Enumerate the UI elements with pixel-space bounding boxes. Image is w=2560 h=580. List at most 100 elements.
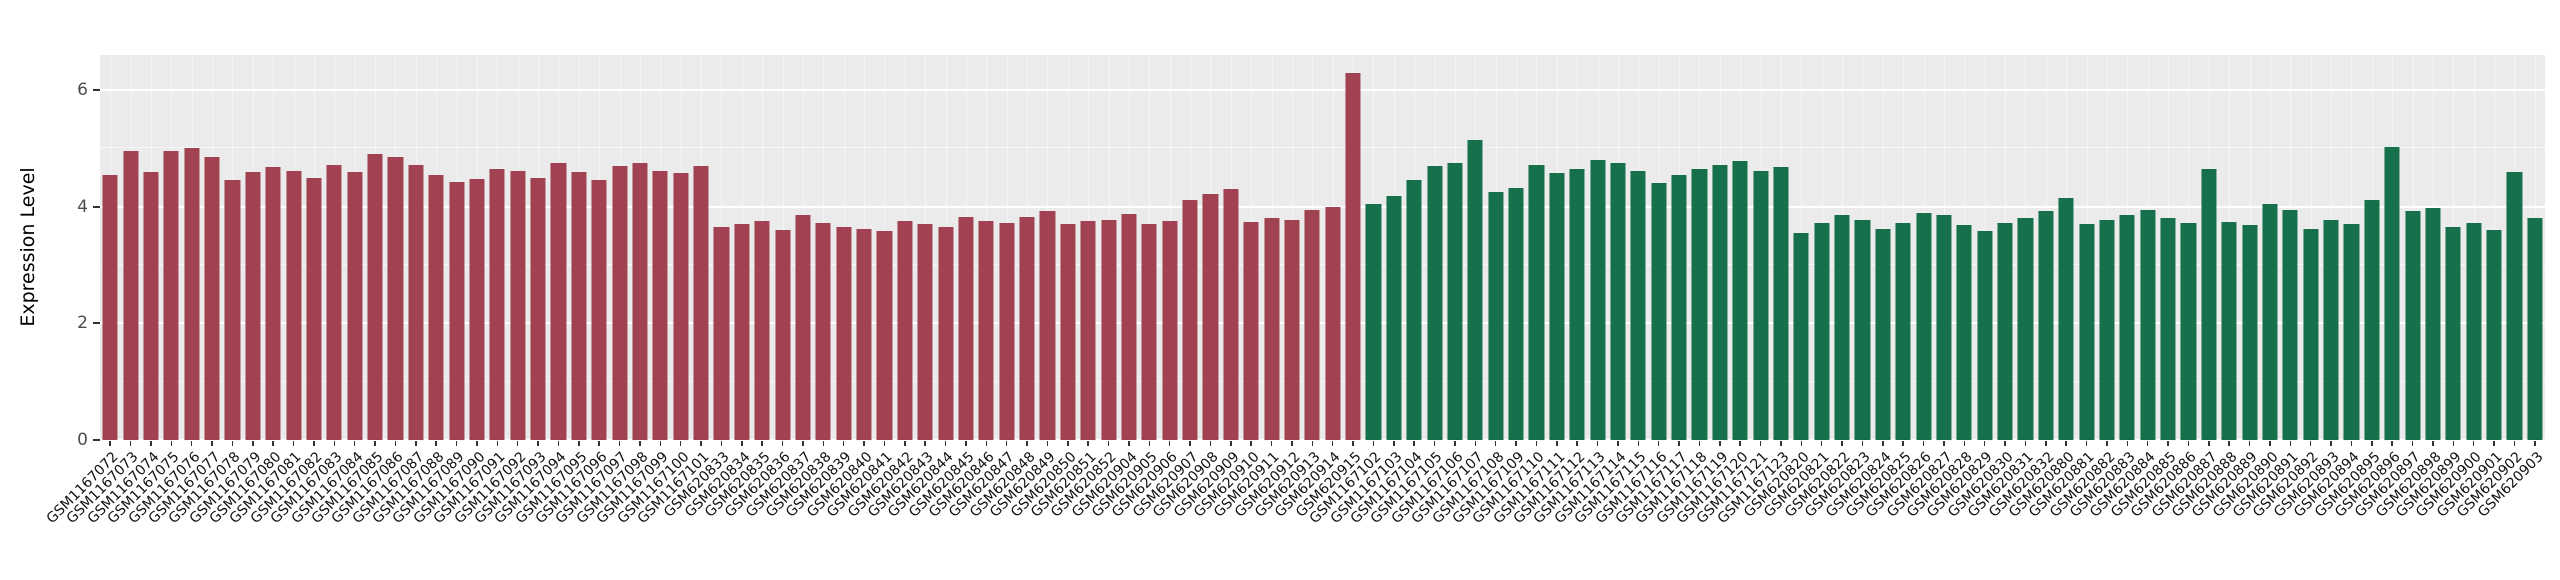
bar-slot [283, 55, 303, 440]
bar-slot [1689, 55, 1709, 440]
bar-GSM1167103 [1386, 196, 1402, 440]
x-tick-mark [1902, 440, 1904, 446]
x-tick-mark [353, 440, 356, 446]
x-tick-mark [394, 440, 397, 446]
x-tick-mark [1861, 440, 1864, 446]
bar-GSM620907 [1182, 199, 1198, 440]
x-tick-mark [2391, 440, 2393, 446]
x-tick-mark [272, 440, 274, 446]
bar-GSM620839 [836, 227, 852, 440]
bar-slot [1547, 55, 1567, 440]
bar-slot [1241, 55, 1261, 440]
bar-GSM1167101 [693, 165, 709, 440]
bar-GSM1167073 [123, 151, 139, 440]
bar-GSM1167108 [1488, 192, 1504, 440]
bar-slot [874, 55, 894, 440]
x-tick-mark [944, 440, 947, 446]
bar-slot [243, 55, 263, 440]
bar-GSM620914 [1325, 206, 1341, 440]
bar-slot [304, 55, 324, 440]
bar-GSM1167112 [1569, 168, 1585, 440]
x-tick-mark [1250, 440, 1252, 446]
x-tick-mark [150, 440, 152, 446]
x-tick-mark [1983, 440, 1986, 446]
x-tick-mark [1087, 440, 1089, 446]
bar-GSM620836 [775, 230, 791, 440]
bar-slot [2464, 55, 2484, 440]
bar-GSM620820 [1793, 232, 1809, 440]
x-tick-mark [1026, 440, 1028, 446]
bar-slot [2158, 55, 2178, 440]
x-tick-mark [2248, 440, 2251, 446]
bar-slot [2199, 55, 2219, 440]
x-tick-mark [1963, 440, 1966, 446]
bar-GSM620886 [2180, 223, 2196, 440]
x-tick-mark [1454, 440, 1456, 446]
bar-GSM1167118 [1691, 168, 1707, 440]
bar-slot [1486, 55, 1506, 440]
bar-GSM1167090 [469, 178, 485, 440]
bar-GSM620842 [897, 221, 913, 440]
x-tick-mark [557, 440, 560, 446]
bar-slot [732, 55, 752, 440]
x-tick-mark [455, 440, 458, 446]
x-tick-mark [231, 440, 234, 446]
bar-slot [1465, 55, 1485, 440]
bar-slot [1771, 55, 1791, 440]
bar-GSM620835 [754, 221, 770, 440]
x-tick-mark [1331, 440, 1334, 446]
bar-slot [1180, 55, 1200, 440]
bar-GSM620896 [2384, 147, 2400, 440]
bar-slot [1954, 55, 1974, 440]
bar-slot [2402, 55, 2422, 440]
bar-slot [2301, 55, 2321, 440]
bar-GSM1167089 [449, 182, 465, 440]
bar-GSM1167096 [591, 180, 607, 440]
bar-slot [2423, 55, 2443, 440]
x-tick-mark [741, 440, 743, 446]
x-tick-mark [1882, 440, 1884, 446]
x-tick-mark [2106, 440, 2108, 446]
x-tick-mark [985, 440, 988, 446]
x-tick-mark [679, 440, 682, 446]
bar-slot [813, 55, 833, 440]
bar-slot [2138, 55, 2158, 440]
bar-GSM1167100 [673, 172, 689, 440]
bar-GSM620849 [1039, 211, 1055, 440]
x-tick-mark [313, 440, 315, 446]
x-tick-mark [2411, 440, 2414, 446]
x-tick-mark [904, 440, 906, 446]
x-tick-mark [2289, 440, 2292, 446]
x-tick-mark [1820, 440, 1823, 446]
bar-GSM620910 [1243, 221, 1259, 440]
y-tick-label-2: 2 [77, 313, 88, 334]
bar-slot [2280, 55, 2300, 440]
bar-slot [1710, 55, 1730, 440]
bar-slot [263, 55, 283, 440]
x-tick-mark [435, 440, 437, 446]
bar-slot [120, 55, 140, 440]
x-tick-mark [1046, 440, 1049, 446]
bar-slot [691, 55, 711, 440]
bar-GSM1167084 [347, 171, 363, 440]
bar-GSM1167087 [408, 164, 424, 440]
bars-container [100, 55, 2545, 440]
bar-GSM1167092 [510, 170, 526, 440]
x-tick-mark [1474, 440, 1477, 446]
x-tick-mark [374, 440, 376, 446]
x-tick-mark [537, 440, 539, 446]
x-tick-mark [761, 440, 763, 446]
bar-slot [2056, 55, 2076, 440]
bar-GSM620891 [2282, 209, 2298, 440]
x-tick-mark [1352, 440, 1354, 446]
x-tick-mark [2024, 440, 2027, 446]
x-tick-mark [2513, 440, 2516, 446]
bar-slot [671, 55, 691, 440]
x-tick-mark [1393, 440, 1395, 446]
y-axis-label: Expression Level [17, 167, 39, 327]
bar-GSM620883 [2119, 215, 2135, 440]
bar-GSM1167077 [204, 157, 220, 440]
x-tick-mark [1739, 440, 1741, 446]
x-tick-mark [2330, 440, 2332, 446]
x-tick-mark [1515, 440, 1517, 446]
